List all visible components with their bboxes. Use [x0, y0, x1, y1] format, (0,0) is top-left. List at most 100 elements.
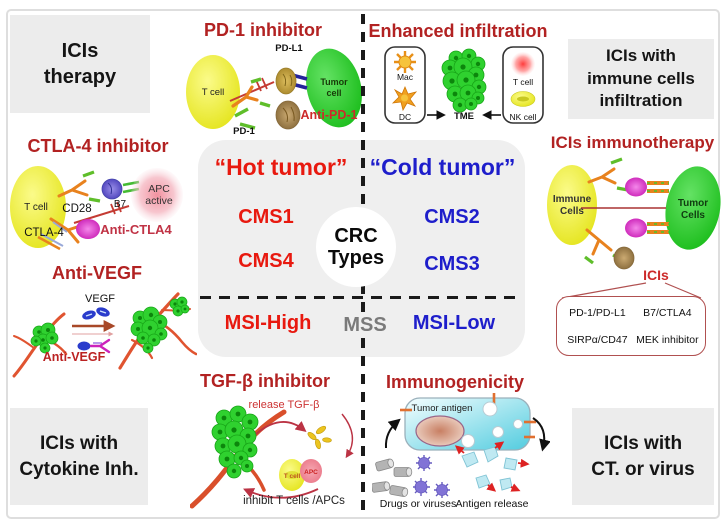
- immune-cells-label-line2: Cells: [560, 206, 584, 217]
- tumor-cell-label-line1: Tumor: [320, 77, 348, 87]
- icis-infiltration-line3: infiltration: [599, 91, 683, 111]
- cd28-label: CD28: [62, 203, 91, 215]
- ici-molecule-shape: [613, 246, 635, 270]
- icis-cytokine-box: ICIs with Cytokine Inh.: [10, 408, 148, 505]
- cms1-label: CMS1: [238, 206, 294, 228]
- tgfb-inhibitor-diagram: release TGF-β T cell APC inhibit T cells…: [190, 399, 354, 509]
- checkpoint-pair-top-icon: [625, 177, 669, 197]
- tgfb-inhibitor-title: TGF-β inhibitor: [200, 371, 330, 391]
- icis-list-box: PD-1/PD-L1 B7/CTLA4 SIRPα/CD47 MEK inhib…: [556, 296, 706, 356]
- tumor-right-icon: [130, 296, 190, 354]
- tgfb-fragments-icon: [307, 425, 332, 450]
- crc-label-line1: CRC: [334, 224, 378, 247]
- anti-pd1-label: Anti-PD-1: [301, 108, 358, 122]
- antibody-icon: [231, 77, 271, 108]
- ctla4-inhibitor-diagram: T cell CD28 B7 APC active CTLA-4 Anti-CT…: [10, 166, 183, 251]
- msi-high-label: MSI-High: [224, 312, 312, 334]
- t-cell-label: T cell: [202, 87, 225, 98]
- enhanced-infiltration-diagram: Mac DC TME T cell NK cell: [384, 46, 544, 124]
- release-arrow-icon: [532, 417, 550, 452]
- release-arrow-icon: [255, 421, 307, 435]
- innate-cells-box: [384, 46, 426, 124]
- icis-ct-virus-line2: CT. or virus: [591, 458, 695, 480]
- icis-ct-virus-box: ICIs with CT. or virus: [572, 408, 714, 505]
- drugs-viruses-label: Drugs or viruses: [380, 498, 456, 510]
- icis-infiltration-line1: ICIs with: [606, 46, 676, 66]
- pdl1-label: PD-L1: [275, 43, 303, 54]
- icis-therapy-line2: therapy: [43, 66, 117, 88]
- entry-arrow-icon: [384, 418, 401, 449]
- cd28-antibody-icon: [57, 170, 101, 203]
- tumor-cells-label-line1: Tumor: [678, 198, 708, 209]
- tumor-cell-label-line2: cell: [326, 88, 341, 98]
- ctla4-inhibitor-title: CTLA-4 inhibitor: [27, 136, 169, 156]
- cms3-label: CMS3: [424, 253, 480, 275]
- tumor-cell-shape: [306, 48, 362, 128]
- anti-vegf-label: Anti-VEGF: [43, 350, 106, 364]
- crc-types-circle: CRC Types: [316, 207, 396, 287]
- apc-active-shape: [131, 168, 183, 222]
- ici-item-pd1-pdl1: PD-1/PD-L1: [569, 306, 626, 319]
- icis-immunotherapy-title: ICIs immunotherapy: [550, 133, 715, 152]
- icis-cytokine-line2: Cytokine Inh.: [19, 458, 139, 480]
- nk-cell-core: [517, 96, 529, 102]
- apc-active-label-line2: active: [145, 195, 173, 207]
- antigen-release-label: Antigen release: [456, 498, 529, 510]
- inhibit-label: inhibit T cells /APCs: [243, 495, 345, 507]
- t-cell-label: T cell: [284, 473, 301, 480]
- immune-cells-shape: [547, 165, 597, 245]
- anti-vegf-antibody-icon: [77, 338, 111, 354]
- t-cell-core: [285, 471, 299, 479]
- tme-label: TME: [454, 111, 474, 122]
- anti-pd1-antibody-icon: [234, 100, 301, 130]
- b7-ligand-icon: [101, 178, 140, 200]
- cms2-label: CMS2: [424, 206, 480, 228]
- nucleus-shape: [415, 415, 465, 447]
- ici-item-mek: MEK inhibitor: [636, 333, 699, 346]
- msi-low-label: MSI-Low: [412, 312, 496, 334]
- t-cell-label: T cell: [24, 202, 48, 213]
- hot-tumor-label: “Hot tumor”: [214, 154, 348, 180]
- immunogenicity-diagram: Tumor antigen Drugs or viruses Antigen r…: [372, 393, 550, 510]
- antibody-top-icon: [587, 157, 629, 192]
- anti-vegf-diagram: VEGF Anti-VEGF: [12, 292, 197, 378]
- tumor-cells-label-line2: Cells: [681, 210, 705, 221]
- dc-label: DC: [399, 112, 411, 122]
- dendritic-cell-icon: [391, 85, 418, 112]
- pd1-inhibitor-title: PD-1 inhibitor: [204, 20, 322, 40]
- release-tgfb-label: release TGF-β: [249, 399, 320, 411]
- b7-label: B7: [114, 199, 127, 210]
- inhibit-arrow-icon: [243, 488, 319, 499]
- tumor-antigen-label: Tumor antigen: [412, 403, 473, 414]
- ici-item-sirpa-cd47: SIRPα/CD47: [567, 333, 628, 346]
- apc-active-label-line1: APC: [148, 183, 170, 195]
- connector-right: [664, 282, 702, 299]
- icis-cytokine-line1: ICIs with: [39, 433, 119, 455]
- feedback-arrow-right-icon: [341, 413, 354, 459]
- virus-icons: [413, 455, 450, 498]
- icis-therapy-box: ICIs therapy: [10, 15, 150, 113]
- checkpoint-pair-bottom-icon: [625, 218, 669, 238]
- pd1-inhibitor-diagram: T cell PD-L1 Tumor cell PD-1 Anti-PD-1: [186, 43, 362, 137]
- macrophage-icon: [394, 51, 416, 73]
- antigen-fragments-icon: [454, 441, 530, 492]
- t-cell-label: T cell: [513, 77, 533, 87]
- immune-cells-label-line1: Immune: [553, 194, 592, 205]
- t-cell-shape: [186, 55, 240, 129]
- vegf-label: VEGF: [85, 293, 115, 305]
- crc-label-line2: Types: [327, 247, 385, 269]
- t-cell-shape: [10, 166, 66, 248]
- ici-item-b7-ctla4: B7/CTLA4: [643, 306, 692, 319]
- t-cell-red-icon: [511, 52, 535, 76]
- tumor-mass-icon: [441, 48, 487, 113]
- cold-tumor-label: “Cold tumor”: [369, 154, 516, 180]
- anti-ctla4-label: Anti-CTLA4: [100, 222, 172, 237]
- enhanced-infiltration-title: Enhanced infiltration: [368, 21, 548, 41]
- anti-vegf-title: Anti-VEGF: [52, 263, 142, 283]
- icis-label: ICIs: [643, 267, 669, 283]
- tumor-cells-shape: [665, 166, 721, 250]
- apc-label: APC: [304, 469, 318, 476]
- drug-cylinders-icon: [372, 458, 413, 497]
- figure-frame: [6, 9, 720, 519]
